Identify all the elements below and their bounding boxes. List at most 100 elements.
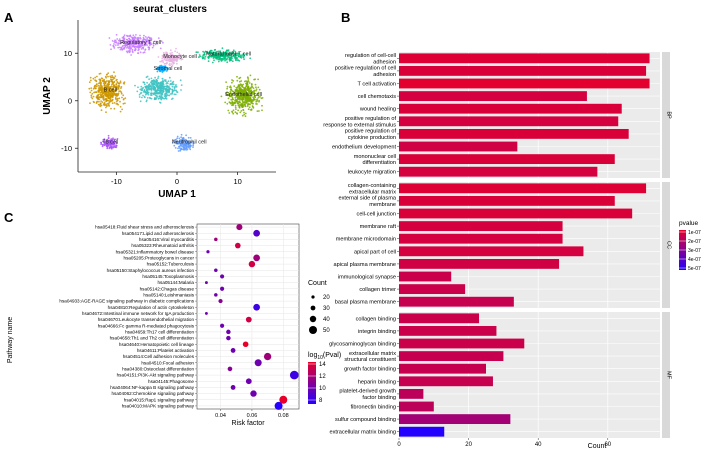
umap-point — [144, 48, 147, 51]
umap-point — [192, 142, 195, 145]
umap-point — [170, 63, 173, 65]
umap-point — [236, 75, 238, 78]
umap-point — [171, 91, 174, 94]
go-category-label-line: external side of plasma — [338, 196, 396, 202]
umap-point — [220, 58, 223, 60]
pvalue-legend-label: 1e-07 — [688, 230, 701, 236]
umap-point — [222, 57, 224, 60]
umap-point — [116, 97, 119, 100]
go-facet-strip — [662, 52, 670, 178]
logp-legend-label: 10 — [319, 386, 326, 392]
umap-point — [161, 65, 164, 68]
umap-point — [162, 86, 165, 89]
bubble-point — [253, 229, 260, 237]
umap-point — [117, 92, 120, 95]
umap-point — [159, 82, 162, 85]
bubble-point — [253, 303, 260, 311]
umap-point — [130, 44, 133, 46]
umap-point — [240, 110, 243, 112]
umap-point — [157, 56, 160, 58]
pathway-label: hsa05418:Fluid shear stress and atherosc… — [95, 225, 195, 230]
umap-point — [137, 36, 140, 39]
go-category-label-line: adhesion — [373, 72, 396, 78]
umap-point — [111, 102, 114, 105]
umap-point — [160, 40, 163, 43]
umap-point — [156, 89, 158, 91]
umap-point — [119, 100, 121, 103]
go-bar — [399, 258, 560, 269]
umap-point — [115, 33, 118, 36]
umap-point — [107, 72, 110, 75]
go-category-label-line: integrin binding — [358, 329, 396, 335]
umap-point — [97, 93, 100, 96]
umap-point — [249, 90, 252, 93]
umap-point — [95, 83, 98, 86]
umap-point — [150, 87, 153, 89]
umap-point — [126, 41, 129, 44]
umap-point — [184, 148, 186, 151]
umap-point — [140, 48, 143, 50]
umap-point — [172, 61, 174, 63]
pathway-label: hsa05144:Malaria — [157, 280, 194, 285]
umap-point — [173, 89, 175, 92]
go-bar — [399, 183, 647, 194]
umap-point — [173, 55, 176, 58]
umap-point — [239, 87, 242, 89]
umap-point — [119, 105, 122, 108]
umap-point — [238, 106, 241, 109]
bubble-point — [254, 359, 262, 367]
umap-point — [139, 34, 141, 37]
umap-point — [122, 102, 125, 105]
pathway-label: hsa05152:Tuberculosis — [147, 262, 195, 267]
umap-point — [111, 74, 113, 77]
go-category-label-line: extracellular matrix — [349, 189, 396, 195]
umap-point — [212, 51, 215, 54]
umap-point — [172, 83, 175, 86]
go-category-label: cell-cell junction — [357, 212, 396, 218]
umap-point — [229, 92, 232, 94]
umap-point — [164, 68, 167, 71]
pathway-label: hsa04010:MAPK signaling pathway — [122, 404, 195, 409]
umap-point — [232, 51, 234, 53]
umap-point — [177, 147, 179, 150]
umap-point — [158, 95, 161, 98]
umap-point — [241, 97, 244, 100]
go-category-label: leukocyte migration — [348, 170, 396, 176]
umap-point — [121, 39, 124, 42]
umap-point — [236, 100, 239, 103]
umap-point — [121, 108, 123, 111]
umap-point — [111, 99, 114, 102]
umap-point — [206, 51, 209, 54]
umap-point — [110, 107, 112, 110]
umap-point — [180, 133, 183, 136]
pvalue-legend: pvalue 1e-07 2e-07 3e-07 4e-07 5e-07 — [679, 220, 701, 272]
count-legend-label: 40 — [323, 317, 330, 323]
umap-point — [185, 134, 188, 137]
umap-point — [242, 56, 245, 58]
umap-point — [150, 81, 152, 84]
umap-point — [239, 76, 242, 79]
umap-point — [144, 93, 147, 96]
umap-point — [108, 83, 111, 86]
umap-point — [236, 88, 238, 90]
umap-point — [170, 53, 173, 56]
umap-point — [104, 92, 107, 94]
umap-point — [140, 92, 143, 94]
umap-point — [123, 82, 125, 85]
umap-point — [180, 54, 182, 57]
umap-point — [139, 100, 142, 103]
umap-point — [128, 37, 131, 40]
logp-legend-labels: 14 12 10 8 — [308, 362, 326, 404]
umap-point — [105, 98, 107, 100]
umap-point — [99, 105, 102, 108]
pathway-label: hsa04062:Chemokine signaling pathway — [112, 391, 195, 396]
umap-point — [160, 98, 163, 101]
go-category-label-line: membrane raft — [360, 224, 397, 230]
umap-point — [164, 88, 167, 91]
umap-point — [151, 46, 154, 49]
go-category-label-line: cell-cell junction — [357, 212, 396, 218]
umap-point — [98, 78, 101, 81]
umap-point — [104, 143, 107, 146]
umap-point — [204, 50, 207, 53]
umap-point — [95, 80, 98, 83]
